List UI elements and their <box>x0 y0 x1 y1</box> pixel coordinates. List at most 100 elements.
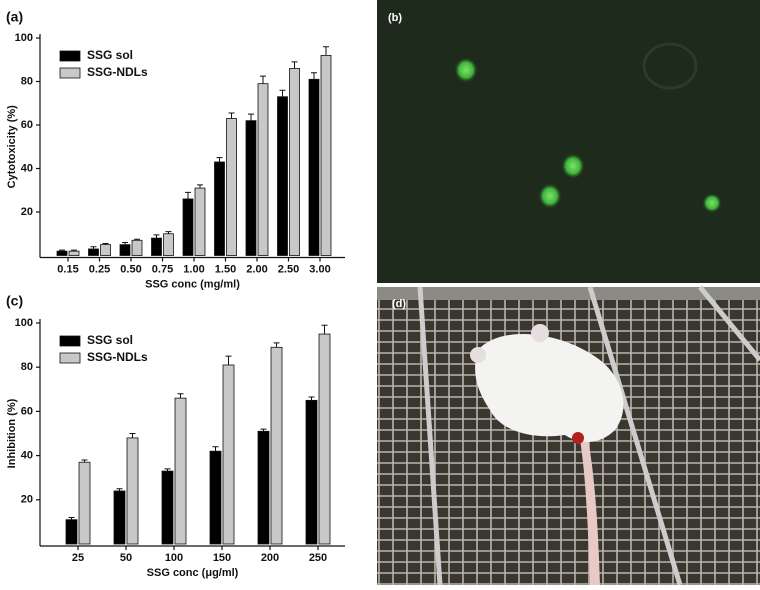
y-tick-label: 60 <box>21 119 33 131</box>
error-bar <box>102 243 109 245</box>
y-tick-label: 60 <box>21 405 33 417</box>
legend-swatch <box>59 50 81 62</box>
error-bar <box>311 72 317 80</box>
bar <box>245 120 257 256</box>
x-tick-label: 3.00 <box>309 263 330 275</box>
y-tick-label: 80 <box>21 75 33 87</box>
x-tick-label: 200 <box>261 552 279 564</box>
bar <box>226 118 237 256</box>
bar <box>119 244 131 256</box>
y-tick-label: 100 <box>15 32 33 44</box>
x-tick-label: 150 <box>213 552 231 564</box>
error-bar <box>260 75 266 84</box>
bar <box>65 519 78 545</box>
error-bar <box>279 89 286 97</box>
error-bar <box>212 446 219 452</box>
y-tick-label: 20 <box>21 206 33 218</box>
error-bar <box>323 46 329 56</box>
error-bar <box>185 191 191 199</box>
bar <box>56 250 68 256</box>
y-tick-label: 40 <box>21 450 33 462</box>
x-tick-label: 2.50 <box>278 263 299 275</box>
mouse-photo: (d) <box>377 285 760 586</box>
legend-label: SSG sol <box>87 48 133 62</box>
bar <box>257 83 269 256</box>
y-axis-label: Cytotoxicity (%) <box>6 105 18 188</box>
bar <box>126 437 139 545</box>
x-axis-label: SSG conc (μg/ml) <box>147 567 239 579</box>
bar <box>88 248 99 256</box>
bar <box>289 68 300 256</box>
x-tick-label: 0.25 <box>89 263 110 275</box>
error-bar <box>134 238 140 241</box>
error-bar <box>228 112 235 119</box>
x-tick-label: 50 <box>120 552 132 564</box>
bar <box>131 239 143 256</box>
legend-label: SSG sol <box>87 333 133 347</box>
x-tick-label: 0.15 <box>57 263 78 275</box>
bar <box>222 364 235 545</box>
error-bar <box>260 428 267 432</box>
x-tick-label: 250 <box>309 552 327 564</box>
legend-swatch <box>59 352 81 364</box>
x-tick-label: 0.50 <box>120 263 141 275</box>
bar <box>194 187 206 256</box>
error-bar <box>321 324 328 335</box>
bar <box>174 397 187 545</box>
bar <box>68 250 80 256</box>
error-bar <box>216 157 223 162</box>
legend-swatch <box>59 335 81 347</box>
x-tick-label: 100 <box>165 552 183 564</box>
error-bar <box>164 468 171 472</box>
y-tick-label: 40 <box>21 162 33 174</box>
bar <box>305 399 318 545</box>
panel-label: (d) <box>392 298 406 310</box>
error-bar <box>116 488 123 491</box>
bar <box>270 346 283 545</box>
bar <box>214 161 225 256</box>
error-bar <box>68 516 75 520</box>
error-bar <box>308 396 315 401</box>
bar <box>113 490 126 545</box>
bar <box>277 96 288 256</box>
bar <box>318 333 331 545</box>
x-tick-label: 2.00 <box>246 263 267 275</box>
bar <box>161 470 174 545</box>
error-bar <box>291 61 298 69</box>
bar <box>100 244 111 256</box>
error-bar <box>248 113 254 121</box>
y-tick-label: 20 <box>21 494 33 506</box>
panel-label: (a) <box>6 9 23 25</box>
bar <box>151 237 162 256</box>
x-tick-label: 25 <box>72 552 84 564</box>
error-bar <box>273 342 280 348</box>
x-tick-label: 1.50 <box>215 263 236 275</box>
panel-label: (b) <box>388 12 402 24</box>
error-bar <box>71 249 77 252</box>
error-bar <box>122 241 128 245</box>
error-bar <box>197 184 203 189</box>
bar <box>320 55 332 256</box>
error-bar <box>81 459 88 463</box>
bar <box>257 430 270 545</box>
error-bar <box>129 433 136 438</box>
y-tick-label: 80 <box>21 361 33 373</box>
bar <box>308 78 320 256</box>
panel-label: (c) <box>6 293 23 309</box>
bar <box>78 461 91 545</box>
error-bar <box>165 231 172 234</box>
x-tick-label: 0.75 <box>152 263 173 275</box>
legend-swatch <box>59 67 81 79</box>
bar <box>182 198 194 256</box>
x-axis-label: SSG conc (mg/ml) <box>145 278 240 290</box>
bar <box>163 233 174 256</box>
legend-label: SSG-NDLs <box>87 65 148 79</box>
y-axis-label: Inhibition (%) <box>6 398 18 468</box>
bar <box>209 450 222 545</box>
legend-label: SSG-NDLs <box>87 350 148 364</box>
y-tick-label: 100 <box>15 317 33 329</box>
error-bar <box>59 249 65 252</box>
error-bar <box>90 246 97 249</box>
